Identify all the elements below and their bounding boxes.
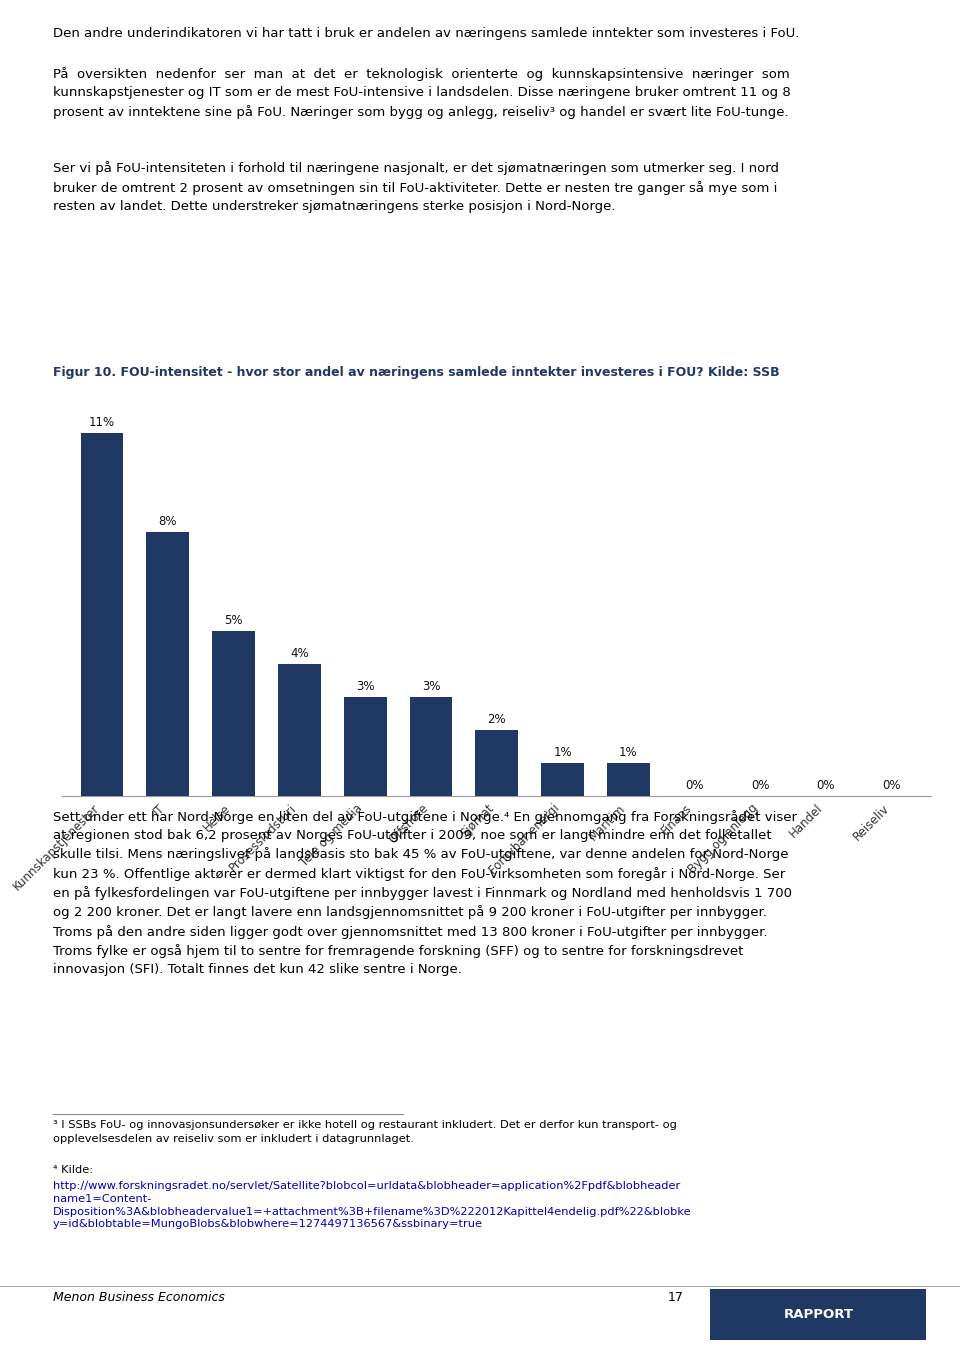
Text: 8%: 8%	[158, 515, 177, 527]
Text: 2%: 2%	[488, 713, 506, 726]
Bar	[344, 697, 387, 796]
Bar	[278, 664, 321, 796]
Text: 1%: 1%	[619, 746, 637, 759]
Text: RAPPORT: RAPPORT	[783, 1307, 853, 1321]
Text: 0%: 0%	[751, 779, 769, 792]
Text: 17: 17	[667, 1291, 684, 1305]
Text: 11%: 11%	[89, 416, 115, 429]
Text: ³ I SSBs FoU- og innovasjonsundersøker er ikke hotell og restaurant inkludert. D: ³ I SSBs FoU- og innovasjonsundersøker e…	[53, 1120, 677, 1143]
Text: 3%: 3%	[421, 681, 441, 693]
Text: Sett under ett har Nord-Norge en liten del av FoU-utgiftene i Norge.⁴ En gjennom: Sett under ett har Nord-Norge en liten d…	[53, 810, 797, 976]
Text: Den andre underindikatoren vi har tatt i bruk er andelen av næringens samlede in: Den andre underindikatoren vi har tatt i…	[53, 27, 799, 40]
Text: 4%: 4%	[290, 647, 309, 660]
Bar	[475, 730, 518, 796]
Text: ⁴ Kilde:: ⁴ Kilde:	[53, 1165, 93, 1174]
Text: http://www.forskningsradet.no/servlet/Satellite?blobcol=urldata&blobheader=appli: http://www.forskningsradet.no/servlet/Sa…	[53, 1181, 691, 1229]
Bar	[410, 697, 452, 796]
Text: 0%: 0%	[685, 779, 704, 792]
Text: 0%: 0%	[817, 779, 835, 792]
Bar	[607, 763, 650, 796]
Bar	[146, 531, 189, 796]
Text: Menon Business Economics: Menon Business Economics	[53, 1291, 225, 1305]
Text: 3%: 3%	[356, 681, 374, 693]
Text: Figur 10. FOU-intensitet - hvor stor andel av næringens samlede inntekter invest: Figur 10. FOU-intensitet - hvor stor and…	[53, 366, 780, 379]
Text: 0%: 0%	[882, 779, 900, 792]
Bar	[541, 763, 584, 796]
Text: 1%: 1%	[553, 746, 572, 759]
Text: Ser vi på FoU-intensiteten i forhold til næringene nasjonalt, er det sjømatnærin: Ser vi på FoU-intensiteten i forhold til…	[53, 161, 779, 213]
Text: 5%: 5%	[225, 613, 243, 627]
Text: På  oversikten  nedenfor  ser  man  at  det  er  teknologisk  orienterte  og  ku: På oversikten nedenfor ser man at det er…	[53, 67, 790, 118]
Bar	[212, 631, 255, 796]
Bar	[81, 433, 123, 796]
